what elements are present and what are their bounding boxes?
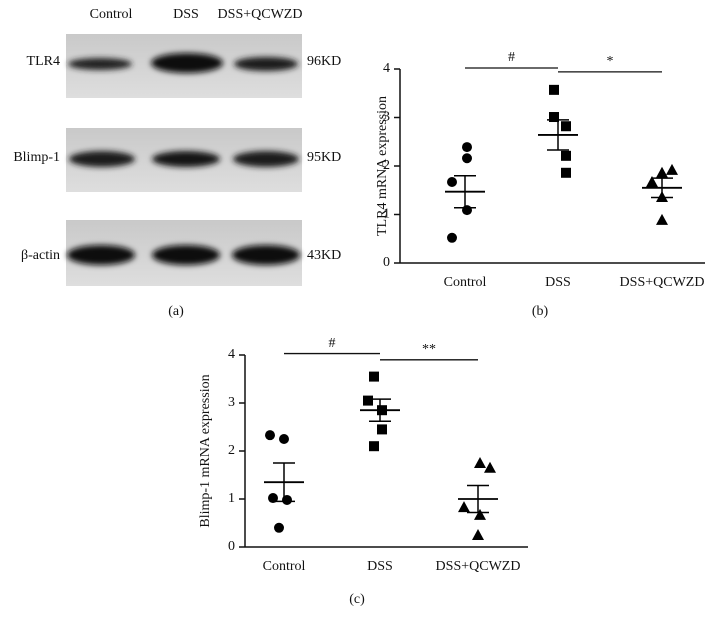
- y-tick-label: 2: [383, 158, 390, 173]
- panel-label: (a): [168, 304, 184, 319]
- lane-label: Control: [90, 7, 133, 22]
- significance-label: **: [422, 342, 436, 357]
- y-tick-label: 1: [228, 491, 235, 506]
- dot-plot: 0 1 2 3 4 Blimp-1 mRNA expression (c) Control DS…: [198, 336, 528, 607]
- data-point: [561, 121, 571, 132]
- x-tick-label: Control: [263, 559, 306, 574]
- band: [152, 151, 220, 167]
- data-point: [472, 529, 484, 540]
- data-point: [458, 501, 470, 513]
- data-point: [561, 150, 571, 161]
- protein-size: 96KD: [307, 54, 341, 69]
- data-point: [474, 508, 486, 520]
- data-point: [369, 441, 379, 452]
- data-point: [666, 163, 678, 175]
- band: [232, 245, 300, 265]
- data-point: [268, 493, 278, 504]
- data-point: [447, 177, 457, 188]
- band: [67, 245, 135, 265]
- protein-size: 95KD: [307, 150, 341, 165]
- band: [152, 245, 220, 265]
- band: [234, 57, 298, 71]
- band: [233, 151, 299, 167]
- y-tick-label: 0: [228, 539, 235, 554]
- y-tick-label: 3: [383, 110, 390, 125]
- protein-label: β-actin: [21, 248, 60, 263]
- data-point: [656, 166, 668, 178]
- panel-label: (b): [532, 304, 549, 319]
- x-tick-label: DSS: [545, 275, 571, 290]
- data-point: [363, 395, 373, 406]
- western-blot: Control DSS DSS+QCWZD TLR4 96KD Blimp-1 …: [13, 7, 341, 319]
- protein-label: TLR4: [27, 54, 60, 69]
- x-tick-label: Control: [444, 275, 487, 290]
- data-point: [462, 153, 472, 164]
- data-point: [462, 205, 472, 216]
- band: [69, 151, 135, 167]
- x-tick-label: DSS: [367, 559, 393, 574]
- data-point: [369, 371, 379, 382]
- x-tick-label: DSS+QCWZD: [436, 559, 521, 574]
- data-point: [265, 430, 275, 441]
- x-tick-label: DSS+QCWZD: [620, 275, 705, 290]
- data-point: [377, 424, 387, 435]
- data-point: [279, 434, 289, 444]
- data-point: [462, 142, 472, 153]
- y-tick-label: 0: [383, 255, 390, 270]
- data-point: [656, 213, 668, 225]
- data-point: [484, 461, 496, 473]
- significance-label: *: [607, 54, 614, 69]
- data-point: [646, 176, 658, 188]
- y-axis-label: TLR4 mRNA expression: [375, 96, 390, 236]
- y-tick-label: 4: [228, 347, 235, 362]
- y-tick-label: 1: [383, 207, 390, 222]
- y-tick-label: 3: [228, 395, 235, 410]
- y-axis-label: Blimp-1 mRNA expression: [198, 374, 213, 527]
- data-point: [549, 112, 559, 123]
- data-point: [561, 167, 571, 178]
- data-point: [447, 232, 457, 243]
- y-tick-label: 2: [228, 443, 235, 458]
- dot-plot: 0 1 2 3 4 TLR4 mRNA expression (b) Control DSS DS…: [375, 50, 705, 319]
- data-point: [274, 522, 284, 533]
- significance-label: #: [329, 336, 336, 351]
- protein-label: Blimp-1: [13, 150, 60, 165]
- band: [68, 58, 132, 70]
- band: [151, 53, 223, 73]
- protein-size: 43KD: [307, 248, 341, 263]
- significance-label: #: [508, 50, 515, 65]
- lane-label: DSS: [173, 7, 199, 22]
- data-point: [474, 457, 486, 468]
- panel-label: (c): [349, 592, 365, 607]
- lane-label: DSS+QCWZD: [218, 7, 303, 22]
- y-tick-label: 4: [383, 61, 390, 76]
- data-point: [549, 84, 559, 95]
